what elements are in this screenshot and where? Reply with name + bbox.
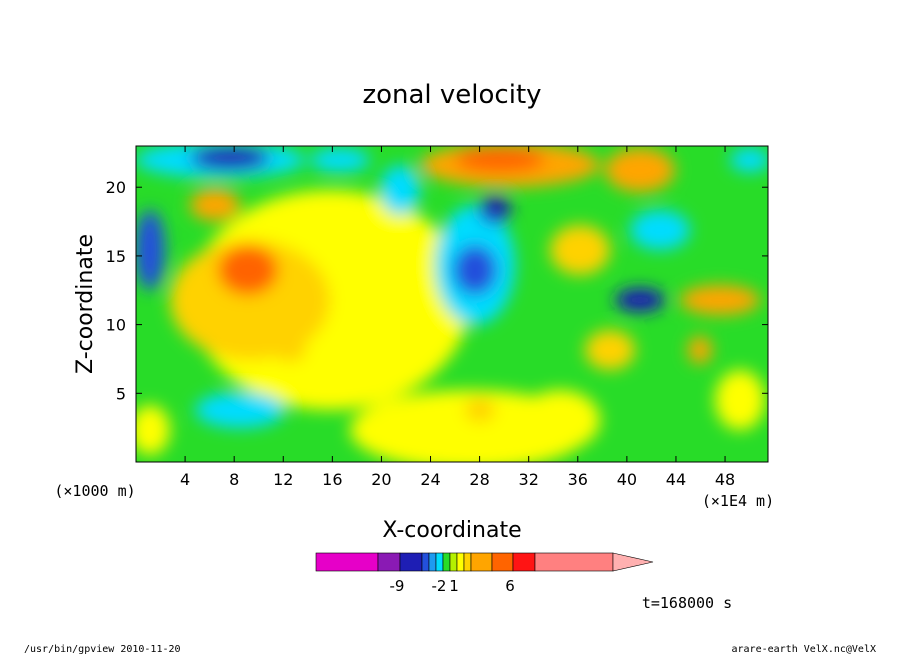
colorbar-segment (456, 552, 465, 572)
colorbar-segment (534, 552, 614, 572)
x-tick-label: 40 (617, 470, 637, 489)
colorbar-tick-label: 1 (449, 577, 459, 595)
chart-title: zonal velocity (362, 80, 541, 110)
x-tick-label: 48 (715, 470, 735, 489)
y-tick-label: 20 (106, 178, 126, 197)
x-tick-label: 4 (180, 470, 190, 489)
colorbar-segment (421, 552, 430, 572)
y-tick-label: 15 (106, 247, 126, 266)
x-unit-label: (×1E4 m) (702, 492, 774, 510)
colorbar-segment (491, 552, 514, 572)
time-label: t=168000 s (642, 594, 732, 612)
y-unit-label: (×1000 m) (54, 482, 135, 500)
colorbar-tick-label: -9 (390, 577, 405, 595)
colorbar-segment (428, 552, 437, 572)
colorbar-tick-label: 6 (505, 577, 515, 595)
colorbar (315, 552, 654, 572)
colorbar-tick-label: -2 (432, 577, 447, 595)
colorbar-segment (449, 552, 458, 572)
x-tick-label: 24 (420, 470, 440, 489)
y-axis-label: Z-coordinate (73, 234, 98, 374)
colorbar-ticks: -9 -2 1 6 (390, 577, 515, 595)
field-blobs (136, 146, 768, 462)
colorbar-segment (442, 552, 451, 572)
x-axis: 4 8 12 16 20 24 28 32 36 40 44 48 (180, 146, 735, 489)
x-tick-label: 8 (229, 470, 239, 489)
colorbar-segment (377, 552, 401, 572)
colorbar-extend-arrow (612, 552, 654, 572)
footer-right: arare-earth_VelX.nc@VelX (732, 644, 877, 654)
x-tick-label: 20 (371, 470, 391, 489)
colorbar-segment (470, 552, 493, 572)
y-tick-label: 5 (116, 384, 126, 403)
colorbar-segment (399, 552, 423, 572)
x-axis-label: X-coordinate (382, 518, 521, 543)
x-tick-label: 36 (568, 470, 588, 489)
plot-area (136, 146, 768, 462)
colorbar-segment (315, 552, 379, 572)
colorbar-segment (463, 552, 472, 572)
plot-frame (135, 145, 769, 463)
x-tick-label: 32 (519, 470, 539, 489)
footer-left: /usr/bin/gpview 2010-11-20 (24, 644, 181, 654)
y-tick-label: 10 (106, 316, 126, 335)
colorbar-segment (512, 552, 536, 572)
x-tick-label: 44 (666, 470, 686, 489)
x-tick-label: 16 (322, 470, 342, 489)
colorbar-segment (435, 552, 444, 572)
x-tick-label: 28 (469, 470, 489, 489)
x-tick-label: 12 (273, 470, 293, 489)
y-axis: 5 10 15 20 (106, 178, 768, 403)
